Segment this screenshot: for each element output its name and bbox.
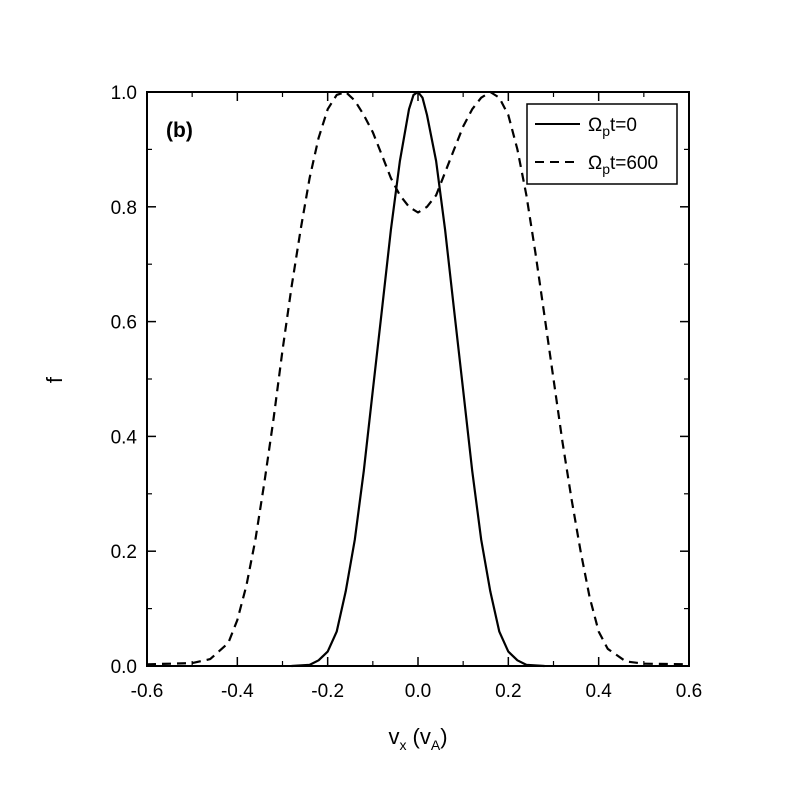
y-tick-label: 0.4 [111, 427, 138, 448]
x-tick-label: -0.6 [131, 681, 164, 702]
legend-entry-1: Ωpt=600 [588, 153, 658, 177]
legend-entry-0: Ωpt=0 [588, 115, 637, 139]
x-tick-label: -0.2 [311, 681, 344, 702]
x-tick-label: -0.4 [221, 681, 254, 702]
x-tick-label: 0.2 [495, 681, 521, 702]
y-tick-label: 0.8 [111, 198, 137, 219]
y-tick-label: 0.2 [111, 542, 137, 563]
x-axis-title: vx (vA) [388, 724, 447, 753]
y-tick-label: 0.0 [111, 657, 137, 678]
series-line-1 [146, 90, 690, 666]
ticks-layer: -0.6 -0.4 -0.2 0.0 0.2 0.4 0.6 0.0 0.2 0.4 0.6 0.8 1… [111, 83, 703, 702]
panel-label: (b) [166, 119, 193, 142]
x-tick-label: 0.0 [405, 681, 431, 702]
x-tick-label: 0.4 [585, 681, 612, 702]
legend: Ωpt=0 Ωpt=600 [526, 103, 678, 185]
x-tick-label: 0.6 [676, 681, 702, 702]
x-axis-title-main: v [388, 724, 399, 749]
series-line-0 [291, 90, 545, 668]
x-axis-title-unit-close: ) [440, 724, 447, 749]
y-axis-title: f [42, 376, 67, 383]
legend-box [526, 103, 678, 185]
y-tick-label: 0.6 [111, 313, 137, 334]
x-axis-title-sub: x [399, 737, 406, 753]
y-tick-label: 1.0 [111, 83, 137, 104]
x-axis-title-unit-sub: A [431, 737, 441, 753]
x-axis-title-unit-open: (v [406, 724, 430, 749]
